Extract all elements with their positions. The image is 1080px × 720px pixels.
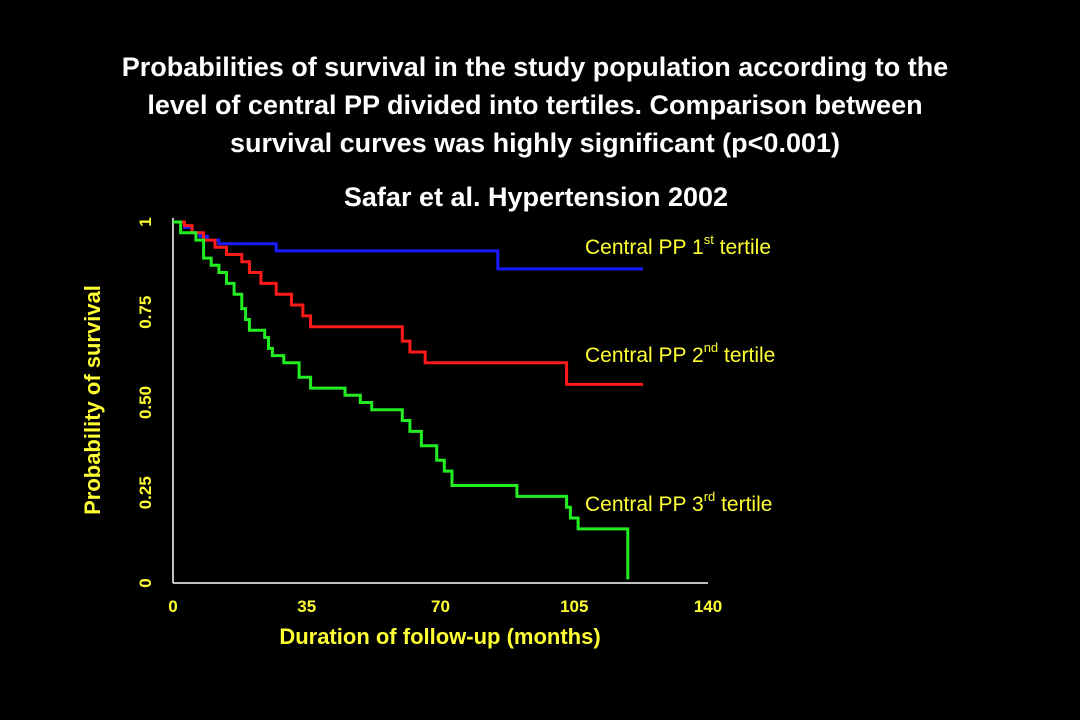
series-legend: Central PP 1st tertile Central PP 2nd ter… — [585, 232, 775, 516]
x-axis-ticks: 0 35 70 105 140 — [168, 597, 722, 616]
legend-label-tertile-2: Central PP 2nd tertile — [585, 340, 775, 367]
chart-title-line-2: level of central PP divided into tertile… — [147, 90, 923, 120]
chart-title-line-1: Probabilities of survival in the study p… — [121, 52, 949, 82]
y-tick-label: 0.25 — [136, 476, 155, 509]
y-tick-label: 1 — [136, 217, 155, 226]
survival-curve-tertile-1 — [173, 220, 643, 271]
chart-title: Probabilities of survival in the study p… — [20, 48, 1050, 162]
legend-label-tertile-3: Central PP 3rd tertile — [585, 489, 772, 516]
y-tick-label: 0.75 — [136, 296, 155, 329]
x-axis-title: Duration of follow-up (months) — [279, 624, 600, 649]
x-tick-label: 140 — [694, 597, 722, 616]
y-axis-ticks: 0 0.25 0.50 0.75 1 — [136, 217, 155, 587]
survival-curve-tertile-2 — [173, 220, 643, 386]
chart-axes — [172, 218, 708, 584]
survival-curve-tertile-3 — [173, 220, 630, 580]
x-tick-label: 0 — [168, 597, 177, 616]
y-axis-title: Probability of survival — [80, 285, 105, 515]
x-tick-label: 105 — [560, 597, 588, 616]
y-tick-label: 0.50 — [136, 386, 155, 419]
legend-label-tertile-1: Central PP 1st tertile — [585, 232, 771, 259]
x-tick-label: 35 — [297, 597, 316, 616]
x-tick-label: 70 — [431, 597, 450, 616]
survival-curves — [173, 220, 643, 580]
chart-source-citation: Safar et al. Hypertension 2002 — [343, 182, 729, 212]
chart-title-line-3: survival curves was highly significant (… — [230, 128, 840, 158]
y-tick-label: 0 — [136, 578, 155, 587]
